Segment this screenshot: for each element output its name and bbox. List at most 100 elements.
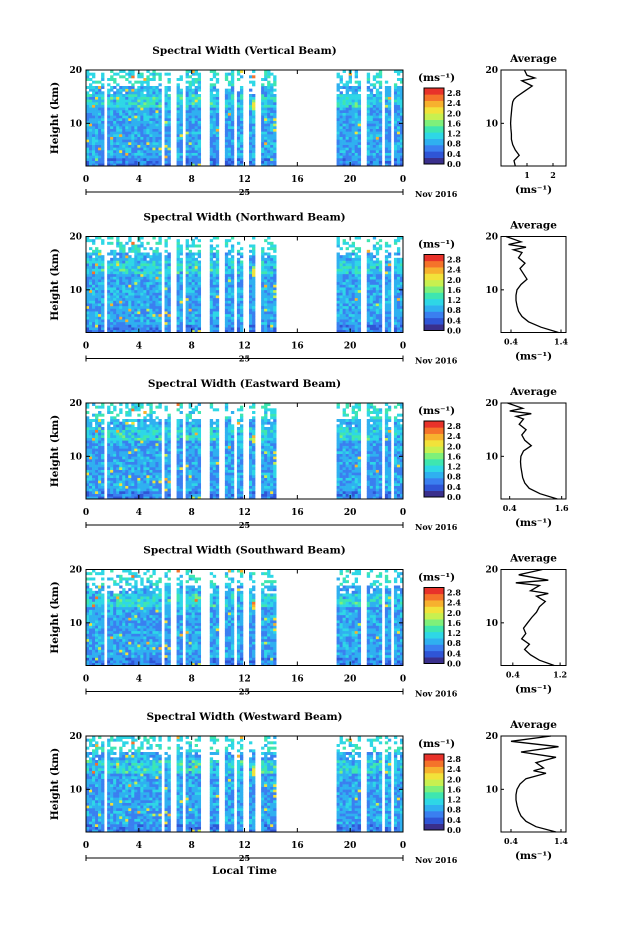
heatmap-cell <box>143 155 146 158</box>
heatmap-cell <box>122 303 125 306</box>
heatmap-cell <box>370 142 373 145</box>
heatmap-cell <box>113 113 116 116</box>
heatmap-cell <box>107 99 110 102</box>
heatmap-cell <box>216 147 219 150</box>
heatmap-cell <box>343 311 346 314</box>
heatmap-cell <box>119 131 122 134</box>
heatmap-cell <box>95 327 98 330</box>
heatmap-cell <box>149 247 152 250</box>
heatmap-cell <box>252 134 255 137</box>
heatmap-cell <box>89 126 92 129</box>
heatmap-cell <box>343 309 346 312</box>
heatmap-cell <box>337 102 340 105</box>
heatmap-cell <box>165 290 168 293</box>
heatmap-cell <box>122 258 125 261</box>
heatmap-cell <box>370 131 373 134</box>
heatmap-cell <box>119 123 122 126</box>
heatmap-cell <box>110 142 113 145</box>
heatmap-cell <box>128 443 131 446</box>
heatmap-cell <box>134 91 137 94</box>
heatmap-cell <box>137 247 140 250</box>
heatmap-cell <box>343 258 346 261</box>
heatmap-cell <box>152 118 155 121</box>
heatmap-cell <box>340 147 343 150</box>
heatmap-cell <box>158 314 161 317</box>
heatmap-cell <box>240 94 243 97</box>
heatmap-cell <box>119 118 122 121</box>
heatmap-cell <box>116 161 119 164</box>
heatmap-cell <box>119 480 122 483</box>
heatmap-cell <box>337 83 340 86</box>
heatmap-cell <box>216 118 219 121</box>
heatmap-cell <box>122 150 125 153</box>
heatmap-cell <box>107 488 110 491</box>
heatmap-cell <box>168 86 171 89</box>
heatmap-cell <box>355 269 358 272</box>
heatmap-cell <box>225 150 228 153</box>
heatmap-cell <box>216 255 219 258</box>
heatmap-cell <box>110 456 113 459</box>
heatmap-cell <box>337 129 340 132</box>
heatmap-cell <box>198 83 201 86</box>
heatmap-cell <box>370 311 373 314</box>
heatmap-cell <box>367 253 370 256</box>
panel-1: Spectral Width (Northward Beam)2010Heigh… <box>49 212 568 366</box>
heatmap-cell <box>376 107 379 110</box>
heatmap-cell <box>261 279 264 282</box>
heatmap-cell <box>89 105 92 108</box>
heatmap-cell <box>355 102 358 105</box>
heatmap-cell <box>388 99 391 102</box>
heatmap-cell <box>92 483 95 486</box>
heatmap-cell <box>340 78 343 81</box>
heatmap-cell <box>195 327 198 330</box>
heatmap-cell <box>180 139 183 142</box>
heatmap-cell <box>346 121 349 124</box>
heatmap-cell <box>352 311 355 314</box>
heatmap-cell <box>270 145 273 148</box>
colorbar-swatch <box>424 267 444 274</box>
heatmap-cell <box>119 258 122 261</box>
heatmap-cell <box>261 253 264 256</box>
heatmap-cell <box>155 287 158 290</box>
heatmap-cell <box>397 325 400 328</box>
heatmap-cell <box>128 239 131 242</box>
heatmap-cell <box>168 107 171 110</box>
heatmap-cell <box>92 293 95 296</box>
heatmap-cell <box>186 91 189 94</box>
heatmap-cell <box>189 255 192 258</box>
heatmap-cell <box>137 483 140 486</box>
heatmap-cell <box>261 107 264 110</box>
heatmap-cell <box>264 147 267 150</box>
heatmap-cell <box>158 253 161 256</box>
heatmap-cell <box>210 245 213 248</box>
heatmap-cell <box>237 282 240 285</box>
heatmap-cell <box>376 303 379 306</box>
heatmap-cell <box>228 150 231 153</box>
heatmap-cell <box>264 161 267 164</box>
heatmap-cell <box>198 282 201 285</box>
heatmap-cell <box>168 277 171 280</box>
heatmap-cell <box>149 137 152 140</box>
heatmap-cell <box>168 327 171 330</box>
heatmap-cell <box>397 285 400 288</box>
heatmap-cell <box>373 78 376 81</box>
heatmap-cell <box>379 105 382 108</box>
heatmap-cell <box>122 123 125 126</box>
heatmap-cell <box>168 121 171 124</box>
heatmap-cell <box>252 322 255 325</box>
heatmap-cell <box>186 303 189 306</box>
heatmap-cell <box>137 478 140 481</box>
heatmap-cell <box>122 443 125 446</box>
heatmap-cell <box>195 161 198 164</box>
heatmap-cell <box>249 303 252 306</box>
heatmap-cell <box>149 322 152 325</box>
heatmap-cell <box>131 456 134 459</box>
heatmap-cell <box>122 134 125 137</box>
heatmap-cell <box>92 451 95 454</box>
heatmap-cell <box>119 134 122 137</box>
heatmap-cell <box>119 277 122 280</box>
heatmap-cell <box>367 147 370 150</box>
heatmap-cell <box>349 245 352 248</box>
heatmap-cell <box>165 107 168 110</box>
heatmap-cell <box>101 263 104 266</box>
